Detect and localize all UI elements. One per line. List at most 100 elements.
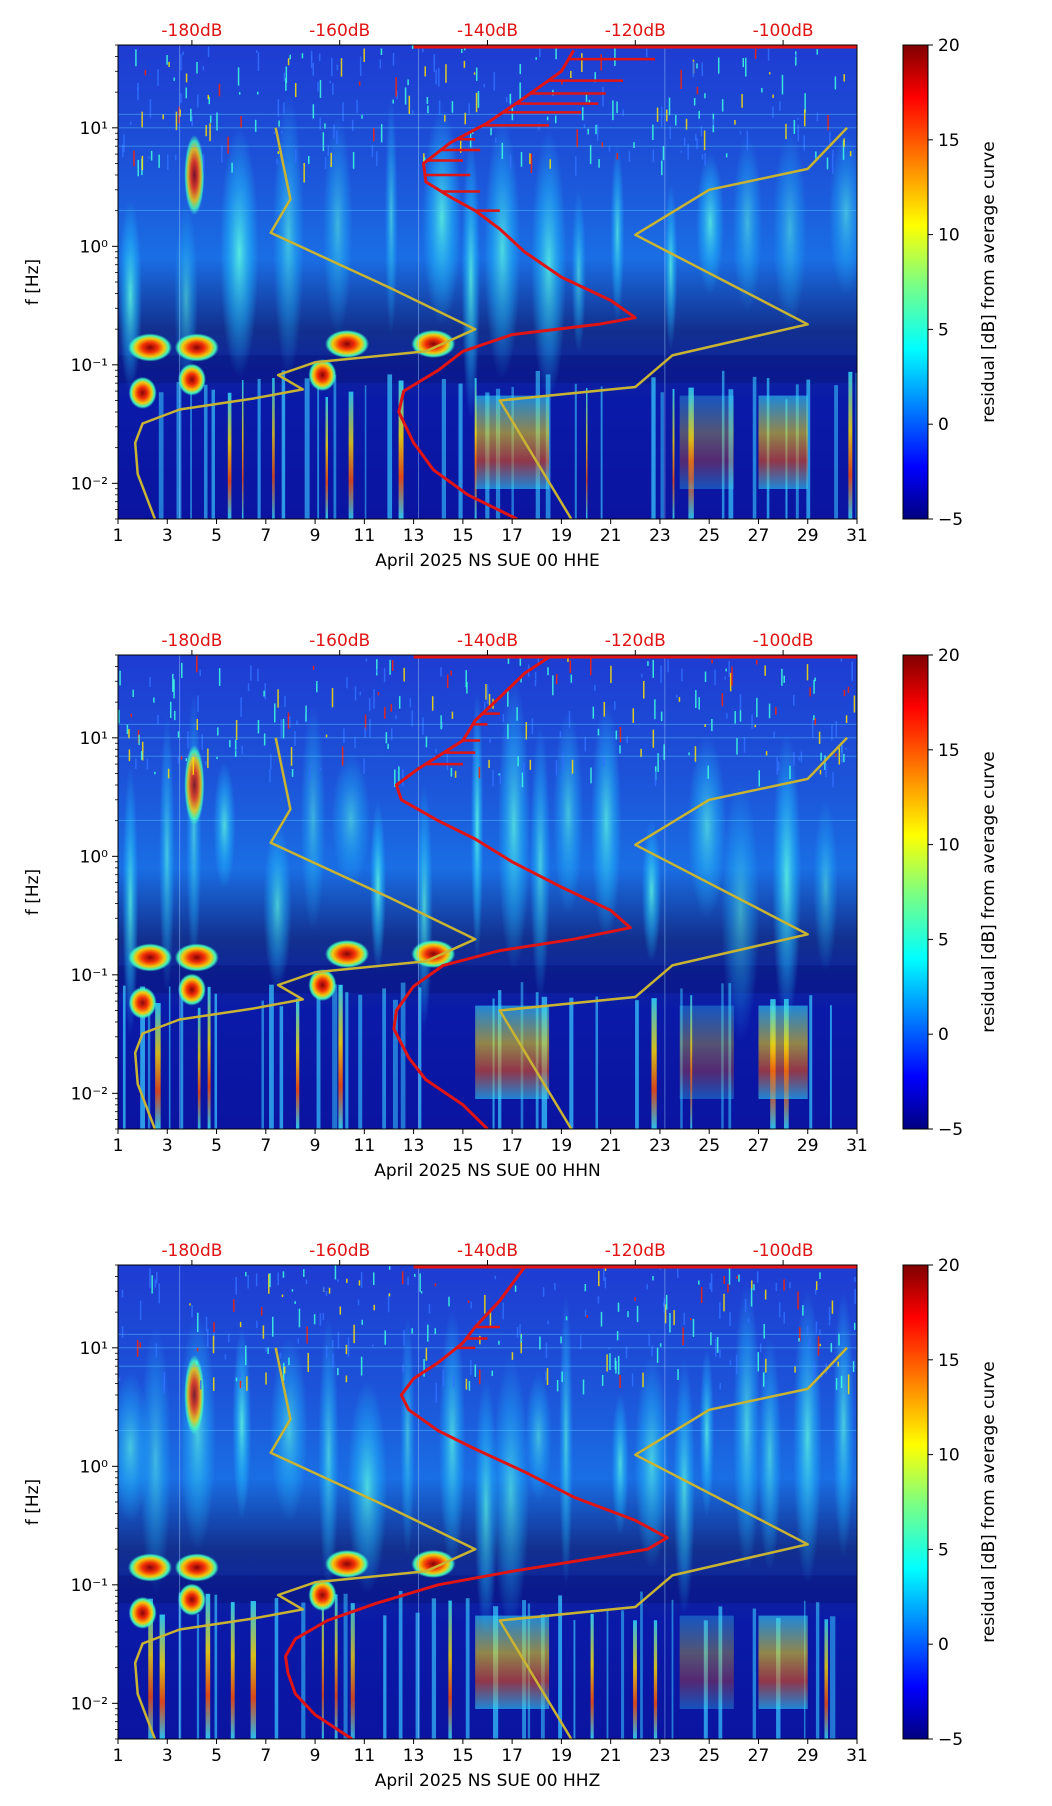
hf-speckle bbox=[831, 1300, 834, 1314]
event-stripe bbox=[261, 1000, 264, 1129]
hf-speckle bbox=[519, 1324, 521, 1336]
hf-speckle bbox=[331, 57, 333, 77]
hf-speckle bbox=[604, 1277, 607, 1289]
x-tick-label: 27 bbox=[748, 526, 770, 546]
x-tick-label: 25 bbox=[698, 526, 720, 546]
event-stripe bbox=[155, 1003, 161, 1129]
hf-speckle bbox=[319, 768, 322, 771]
noise-cloud bbox=[497, 679, 530, 971]
hf-speckle bbox=[806, 664, 809, 681]
hf-speckle bbox=[827, 114, 829, 131]
hf-speckle bbox=[669, 126, 671, 139]
hf-speckle bbox=[619, 745, 621, 754]
hf-speckle bbox=[741, 94, 743, 108]
hf-speckle bbox=[334, 1265, 337, 1280]
microseism-hotspot bbox=[411, 329, 456, 358]
hf-speckle bbox=[178, 106, 180, 124]
hf-speckle bbox=[411, 1328, 413, 1334]
hf-speckle bbox=[153, 697, 155, 703]
event-block bbox=[679, 1615, 734, 1709]
colorbar-tick-label: 15 bbox=[938, 741, 960, 761]
hf-speckle bbox=[813, 679, 815, 694]
hf-speckle bbox=[567, 655, 569, 662]
noise-cloud bbox=[331, 752, 371, 887]
x-tick-label: 5 bbox=[211, 1746, 222, 1766]
event-stripe bbox=[281, 370, 286, 519]
hf-speckle bbox=[191, 116, 193, 127]
colorbar-tick-label: 10 bbox=[938, 226, 960, 246]
hf-speckle bbox=[373, 1304, 375, 1311]
event-stripe bbox=[415, 1612, 420, 1739]
hf-speckle bbox=[554, 1282, 556, 1291]
microseism-hotspot bbox=[174, 943, 219, 972]
event-stripe bbox=[241, 380, 244, 519]
top-axis-db-label: -180dB bbox=[161, 21, 222, 41]
x-tick-label: 21 bbox=[600, 1746, 622, 1766]
x-tick-label: 11 bbox=[354, 526, 376, 546]
hf-speckle bbox=[195, 1360, 198, 1365]
event-stripe bbox=[358, 994, 363, 1129]
top-axis-db-label: -180dB bbox=[161, 1241, 222, 1261]
top-axis-db-label: -160dB bbox=[309, 21, 370, 41]
hf-speckle bbox=[485, 683, 487, 700]
hf-speckle bbox=[625, 1346, 628, 1359]
hf-speckle bbox=[440, 667, 442, 677]
hf-speckle bbox=[167, 768, 170, 779]
hf-speckle bbox=[539, 1336, 541, 1350]
hf-speckle bbox=[139, 1342, 141, 1348]
hf-speckle bbox=[276, 158, 278, 165]
hf-speckle bbox=[507, 723, 509, 739]
hf-speckle bbox=[175, 111, 178, 131]
hf-speckle bbox=[555, 48, 557, 60]
colorbar-tick-label: 0 bbox=[938, 1025, 949, 1045]
hf-speckle bbox=[138, 734, 140, 745]
noise-cloud bbox=[610, 143, 625, 323]
x-tick-label: 31 bbox=[846, 1746, 868, 1766]
hf-speckle bbox=[265, 1372, 267, 1385]
hf-speckle bbox=[158, 154, 160, 168]
event-stripe bbox=[159, 1614, 165, 1739]
hf-speckle bbox=[660, 106, 663, 127]
y-tick-label: 10⁻² bbox=[71, 474, 108, 494]
hf-speckle bbox=[648, 1333, 650, 1347]
hf-speckle bbox=[221, 145, 223, 163]
x-tick-label: 29 bbox=[797, 526, 819, 546]
hf-speckle bbox=[742, 58, 745, 68]
event-stripe bbox=[345, 992, 349, 1129]
hf-speckle bbox=[346, 1278, 348, 1283]
hf-speckle bbox=[721, 693, 724, 707]
hf-speckle bbox=[269, 1273, 271, 1288]
hf-speckle bbox=[224, 1354, 227, 1360]
hf-speckle bbox=[177, 756, 180, 764]
hf-speckle bbox=[814, 677, 816, 682]
hf-speckle bbox=[229, 740, 231, 748]
x-tick-label: 17 bbox=[501, 526, 523, 546]
event-stripe bbox=[334, 1594, 338, 1739]
hf-speckle bbox=[324, 156, 327, 169]
hf-speckle bbox=[843, 138, 845, 148]
hf-speckle bbox=[282, 1362, 285, 1382]
noise-cloud bbox=[721, 780, 760, 1042]
y-tick-label: 10⁰ bbox=[80, 847, 109, 867]
microseism-hotspot bbox=[174, 333, 219, 362]
event-stripe bbox=[848, 371, 853, 519]
low-noise-model-curve bbox=[133, 1347, 477, 1739]
noise-cloud bbox=[213, 761, 236, 890]
hf-speckle bbox=[489, 1309, 492, 1326]
hf-speckle bbox=[837, 1361, 839, 1367]
hf-speckle bbox=[793, 751, 795, 766]
hf-speckle bbox=[347, 1337, 350, 1357]
hf-speckle bbox=[291, 768, 294, 777]
hf-speckle bbox=[121, 1325, 124, 1338]
hf-speckle bbox=[269, 768, 271, 783]
hf-speckle bbox=[372, 1344, 374, 1347]
hf-speckle bbox=[440, 715, 442, 730]
hf-speckle bbox=[835, 721, 838, 738]
hf-speckle bbox=[468, 1380, 471, 1391]
hf-speckle bbox=[295, 149, 297, 163]
hf-speckle bbox=[212, 1377, 215, 1391]
event-stripe bbox=[465, 1598, 470, 1739]
hf-speckle bbox=[642, 680, 645, 699]
hf-speckle bbox=[231, 162, 233, 173]
hf-speckle bbox=[729, 1360, 732, 1366]
